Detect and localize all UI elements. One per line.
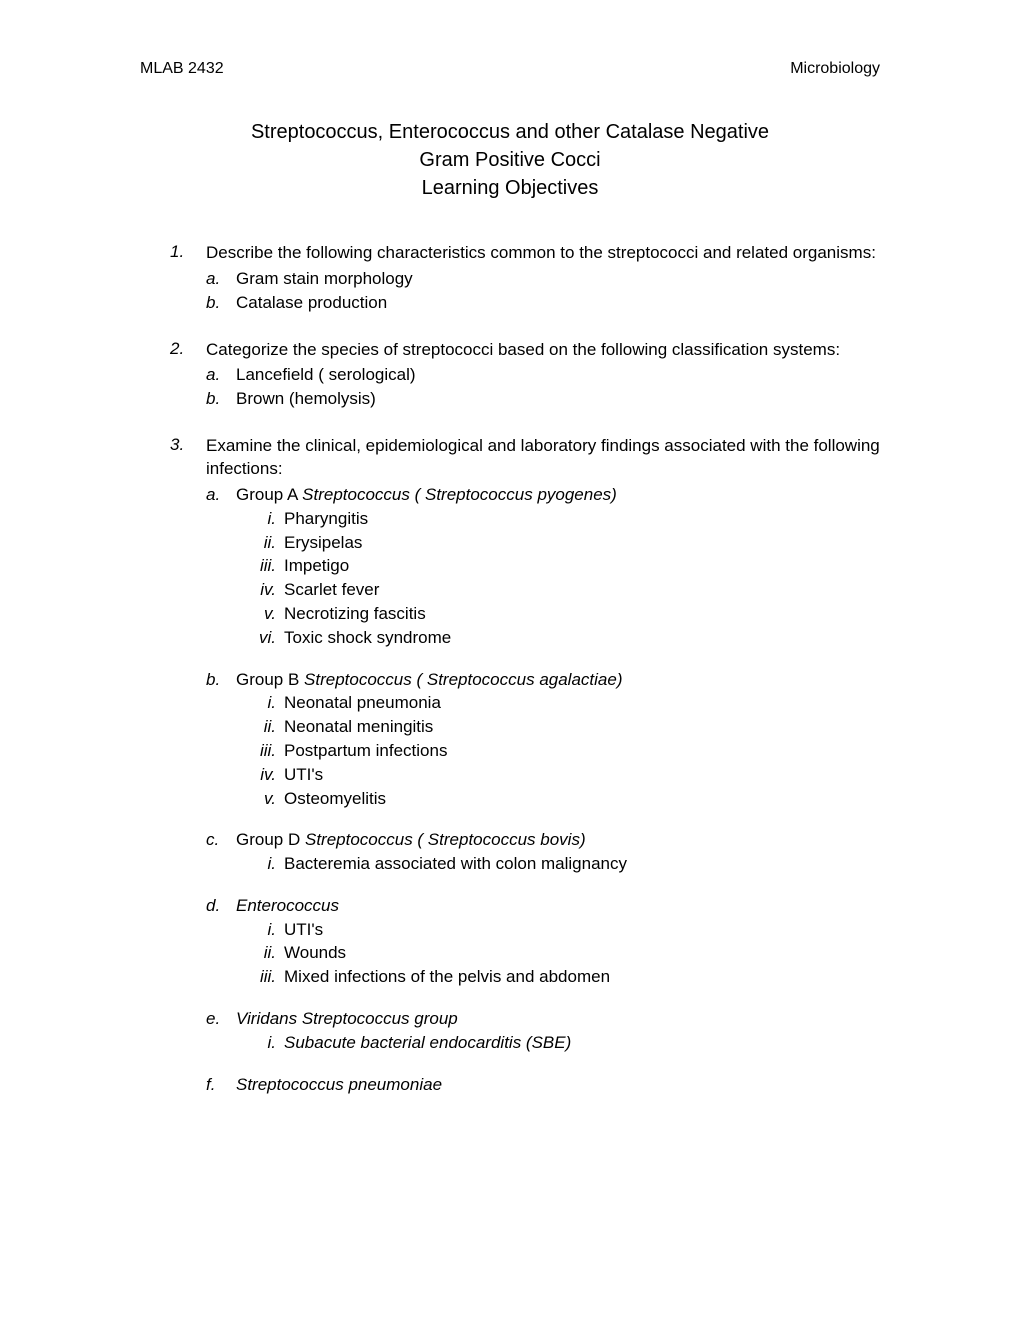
item-text: Group B Streptococcus ( Streptococcus ag… [236, 668, 622, 692]
item-text: Streptococcus pneumoniae [236, 1073, 442, 1097]
roman-num: vi. [252, 626, 284, 650]
list-item: i.Neonatal pneumonia [252, 691, 880, 715]
item-text: UTI's [284, 918, 323, 942]
item-text: Neonatal pneumonia [284, 691, 441, 715]
title-line-1: Streptococcus, Enterococcus and other Ca… [140, 118, 880, 146]
list-item: i.Subacute bacterial endocarditis (SBE) [252, 1031, 880, 1055]
item-text: Group A Streptococcus ( Streptococcus py… [236, 483, 617, 507]
list-item: iii.Postpartum infections [252, 739, 880, 763]
list-item: a.Group A Streptococcus ( Streptococcus … [206, 483, 880, 507]
roman-num: i. [252, 852, 284, 876]
list-item: d.Enterococcus [206, 894, 880, 918]
roman-num: iii. [252, 739, 284, 763]
item-text: UTI's [284, 763, 323, 787]
item-text: Necrotizing fascitis [284, 602, 426, 626]
list-item: c.Group D Streptococcus ( Streptococcus … [206, 828, 880, 852]
roman-num: i. [252, 691, 284, 715]
item-text: Neonatal meningitis [284, 715, 433, 739]
title-line-2: Gram Positive Cocci [140, 146, 880, 174]
item-text: Catalase production [236, 291, 387, 315]
item-text: Postpartum infections [284, 739, 447, 763]
list-item: iii.Mixed infections of the pelvis and a… [252, 965, 880, 989]
objective-text: Examine the clinical, epidemiological an… [206, 435, 880, 481]
list-item: ii.Wounds [252, 941, 880, 965]
item-text: Mixed infections of the pelvis and abdom… [284, 965, 610, 989]
list-item: iii.Impetigo [252, 554, 880, 578]
list-item: ii.Erysipelas [252, 531, 880, 555]
roman-num: i. [252, 1031, 284, 1055]
list-item: b.Catalase production [206, 291, 880, 315]
item-text: Toxic shock syndrome [284, 626, 451, 650]
item-letter: d. [206, 894, 236, 918]
item-letter: a. [206, 483, 236, 507]
objective-text: Categorize the species of streptococci b… [206, 339, 840, 362]
item-text: Erysipelas [284, 531, 362, 555]
item-text: Lancefield ( serological) [236, 363, 416, 387]
roman-num: v. [252, 787, 284, 811]
roman-num: iv. [252, 578, 284, 602]
item-text: Brown (hemolysis) [236, 387, 376, 411]
objective-number: 2. [170, 339, 206, 362]
objective-number: 3. [170, 435, 206, 481]
list-item: ii.Neonatal meningitis [252, 715, 880, 739]
item-text: Impetigo [284, 554, 349, 578]
roman-num: iv. [252, 763, 284, 787]
item-letter: a. [206, 267, 236, 291]
objective-number: 1. [170, 242, 206, 265]
item-letter: b. [206, 291, 236, 315]
item-text: Wounds [284, 941, 346, 965]
item-letter: f. [206, 1073, 236, 1097]
item-text: Pharyngitis [284, 507, 368, 531]
list-item: v.Necrotizing fascitis [252, 602, 880, 626]
list-item: iv.Scarlet fever [252, 578, 880, 602]
list-item: b.Group B Streptococcus ( Streptococcus … [206, 668, 880, 692]
roman-num: v. [252, 602, 284, 626]
list-item: vi.Toxic shock syndrome [252, 626, 880, 650]
objectives-list: 1. Describe the following characteristic… [140, 242, 880, 1096]
item-text: Enterococcus [236, 894, 339, 918]
list-item: iv.UTI's [252, 763, 880, 787]
item-text: Group D Streptococcus ( Streptococcus bo… [236, 828, 586, 852]
objective-3: 3. Examine the clinical, epidemiological… [170, 435, 880, 1096]
roman-num: ii. [252, 941, 284, 965]
list-item: i.Bacteremia associated with colon malig… [252, 852, 880, 876]
item-text: Osteomyelitis [284, 787, 386, 811]
item-text: Subacute bacterial endocarditis (SBE) [284, 1031, 571, 1055]
roman-num: ii. [252, 531, 284, 555]
list-item: e.Viridans Streptococcus group [206, 1007, 880, 1031]
item-letter: e. [206, 1007, 236, 1031]
item-text: Viridans Streptococcus group [236, 1007, 458, 1031]
objective-2: 2. Categorize the species of streptococc… [170, 339, 880, 412]
roman-num: ii. [252, 715, 284, 739]
item-letter: a. [206, 363, 236, 387]
list-item: a.Gram stain morphology [206, 267, 880, 291]
list-item: f.Streptococcus pneumoniae [206, 1073, 880, 1097]
list-item: v.Osteomyelitis [252, 787, 880, 811]
page-header: MLAB 2432 Microbiology [140, 60, 880, 78]
item-letter: b. [206, 387, 236, 411]
objective-text: Describe the following characteristics c… [206, 242, 876, 265]
roman-num: iii. [252, 965, 284, 989]
item-text: Scarlet fever [284, 578, 379, 602]
list-item: a.Lancefield ( serological) [206, 363, 880, 387]
roman-num: i. [252, 918, 284, 942]
header-left: MLAB 2432 [140, 60, 224, 78]
roman-num: iii. [252, 554, 284, 578]
document-title: Streptococcus, Enterococcus and other Ca… [140, 118, 880, 202]
title-line-3: Learning Objectives [140, 174, 880, 202]
roman-num: i. [252, 507, 284, 531]
header-right: Microbiology [790, 60, 880, 78]
list-item: i.UTI's [252, 918, 880, 942]
item-letter: b. [206, 668, 236, 692]
objective-1: 1. Describe the following characteristic… [170, 242, 880, 315]
list-item: i.Pharyngitis [252, 507, 880, 531]
list-item: b.Brown (hemolysis) [206, 387, 880, 411]
item-text: Bacteremia associated with colon maligna… [284, 852, 627, 876]
item-letter: c. [206, 828, 236, 852]
item-text: Gram stain morphology [236, 267, 413, 291]
